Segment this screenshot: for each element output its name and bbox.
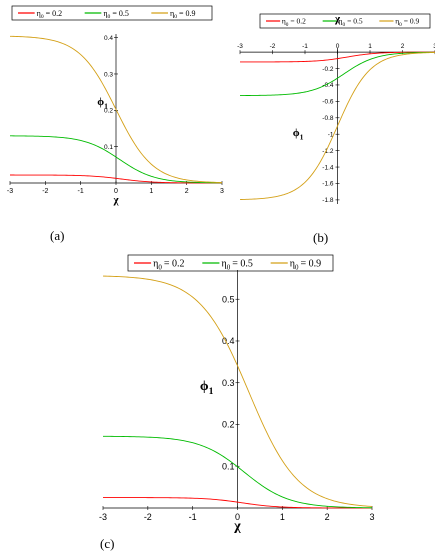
series-line-0.9 — [102, 275, 373, 507]
x-tick-label: 2 — [401, 43, 405, 50]
x-tick-label: 1 — [149, 188, 153, 195]
legend-label: η0 = 0.2 — [153, 259, 184, 272]
series-line-0.9 — [239, 52, 435, 200]
x-tick-label: -1 — [302, 43, 308, 50]
legend-label: η0 = 0.5 — [339, 17, 363, 28]
x-tick-label: 1 — [280, 512, 285, 522]
legend-c: η0 = 0.2 η0 = 0.5 η0 = 0.9 — [127, 254, 334, 272]
series-line-0.2 — [240, 51, 435, 63]
legend-a: η0 = 0.2 η0 = 0.5 η0 = 0.9 — [11, 5, 213, 21]
legend-label: η0 = 0.2 — [37, 9, 63, 20]
x-tick-label: 0 — [336, 43, 340, 50]
x-axis-label: χ — [112, 194, 119, 206]
y-tick-label: -0.2 — [322, 66, 334, 73]
x-tick-label: -3 — [99, 512, 107, 522]
x-tick-label: 3 — [369, 512, 374, 522]
x-tick-label: 3 — [220, 188, 224, 195]
x-tick-label: -2 — [270, 43, 276, 50]
y-tick-label: 0.3 — [222, 378, 235, 388]
caption-a: (a) — [50, 228, 65, 243]
caption-b: (b) — [313, 230, 329, 245]
y-tick-label: 0.5 — [222, 294, 235, 304]
chart-panel-b: η0= 0.2 η0= 0.5 η0= 0.9 -3 -2 -1 0 1 2 3 -0.2 -0.4 -… — [237, 13, 435, 204]
y-axis-label: ϕ1 — [293, 127, 304, 141]
y-tick-label: 0.4 — [104, 35, 113, 42]
x-tick-label: -3 — [7, 188, 13, 195]
x-tick-label: 2 — [325, 512, 330, 522]
x-axis-label: χ — [233, 519, 241, 534]
chart-panel-a: η0 = 0.2 η0 = 0.5 η0 = 0.9 -3 -2 -1 0 1 2 3 0.1 0.2 0.3… — [7, 5, 224, 206]
series-line-0.9 — [9, 35, 223, 183]
y-tick-label: -0.8 — [322, 115, 334, 122]
y-tick-label: 0.3 — [104, 71, 113, 78]
x-tick-label: -2 — [42, 188, 48, 195]
y-axis-label: ϕ1 — [97, 96, 108, 110]
caption-c: (c) — [100, 536, 115, 551]
legend-box — [11, 5, 213, 21]
y-tick-label: -1.6 — [322, 181, 334, 188]
y-tick-label: -1.4 — [322, 164, 334, 171]
series-line-0.5 — [9, 135, 223, 184]
legend-label: η0 = 0.9 — [290, 259, 321, 272]
x-tick-label: 0 — [114, 188, 118, 195]
y-tick-label: 0.2 — [222, 420, 235, 430]
x-tick-label: 0 — [235, 512, 240, 522]
series-line-0.2 — [103, 497, 372, 509]
y-tick-label: 0.4 — [222, 336, 235, 346]
x-tick-label: 1 — [368, 43, 372, 50]
x-axis-label: χ — [334, 13, 341, 25]
x-tick-label: -2 — [144, 512, 152, 522]
y-tick-label: -1.2 — [322, 148, 334, 155]
x-tick-label: 3 — [433, 43, 435, 50]
y-tick-label: -1 — [328, 131, 334, 138]
chart-panel-c: η0 = 0.2 η0 = 0.5 η0 = 0.9 -3 -2 -1 0 1 2 3 0.1 0.2 0.3… — [99, 254, 375, 534]
x-tick-label: 2 — [185, 188, 189, 195]
y-tick-label: 0.2 — [104, 108, 113, 115]
y-tick-label: 0.1 — [222, 461, 235, 471]
series-line-0.5 — [102, 435, 373, 509]
legend-box — [259, 13, 431, 29]
legend-label: η0 = 0.9 — [170, 9, 196, 20]
legend-label: η0 = 0.2 — [282, 17, 306, 28]
y-tick-label: 0.1 — [104, 144, 113, 151]
y-tick-label: -1.8 — [322, 197, 334, 204]
x-tick-label: -3 — [237, 43, 243, 50]
series-line-0.5 — [239, 51, 435, 96]
x-tick-label: -1 — [78, 188, 84, 195]
legend-b: η0 = 0.2 η0 = 0.5 η0 = 0.9 — [259, 13, 431, 29]
y-tick-label: -0.4 — [322, 82, 334, 89]
legend-label: η0 = 0.5 — [221, 259, 252, 272]
x-tick-label: -1 — [189, 512, 197, 522]
y-tick-label: -0.6 — [322, 99, 334, 106]
y-axis-label: ϕ1 — [200, 379, 214, 397]
legend-label: η0 = 0.9 — [395, 17, 419, 28]
legend-box — [127, 254, 334, 272]
series-line-0.2 — [10, 174, 223, 184]
legend-label: η0 = 0.5 — [103, 9, 129, 20]
